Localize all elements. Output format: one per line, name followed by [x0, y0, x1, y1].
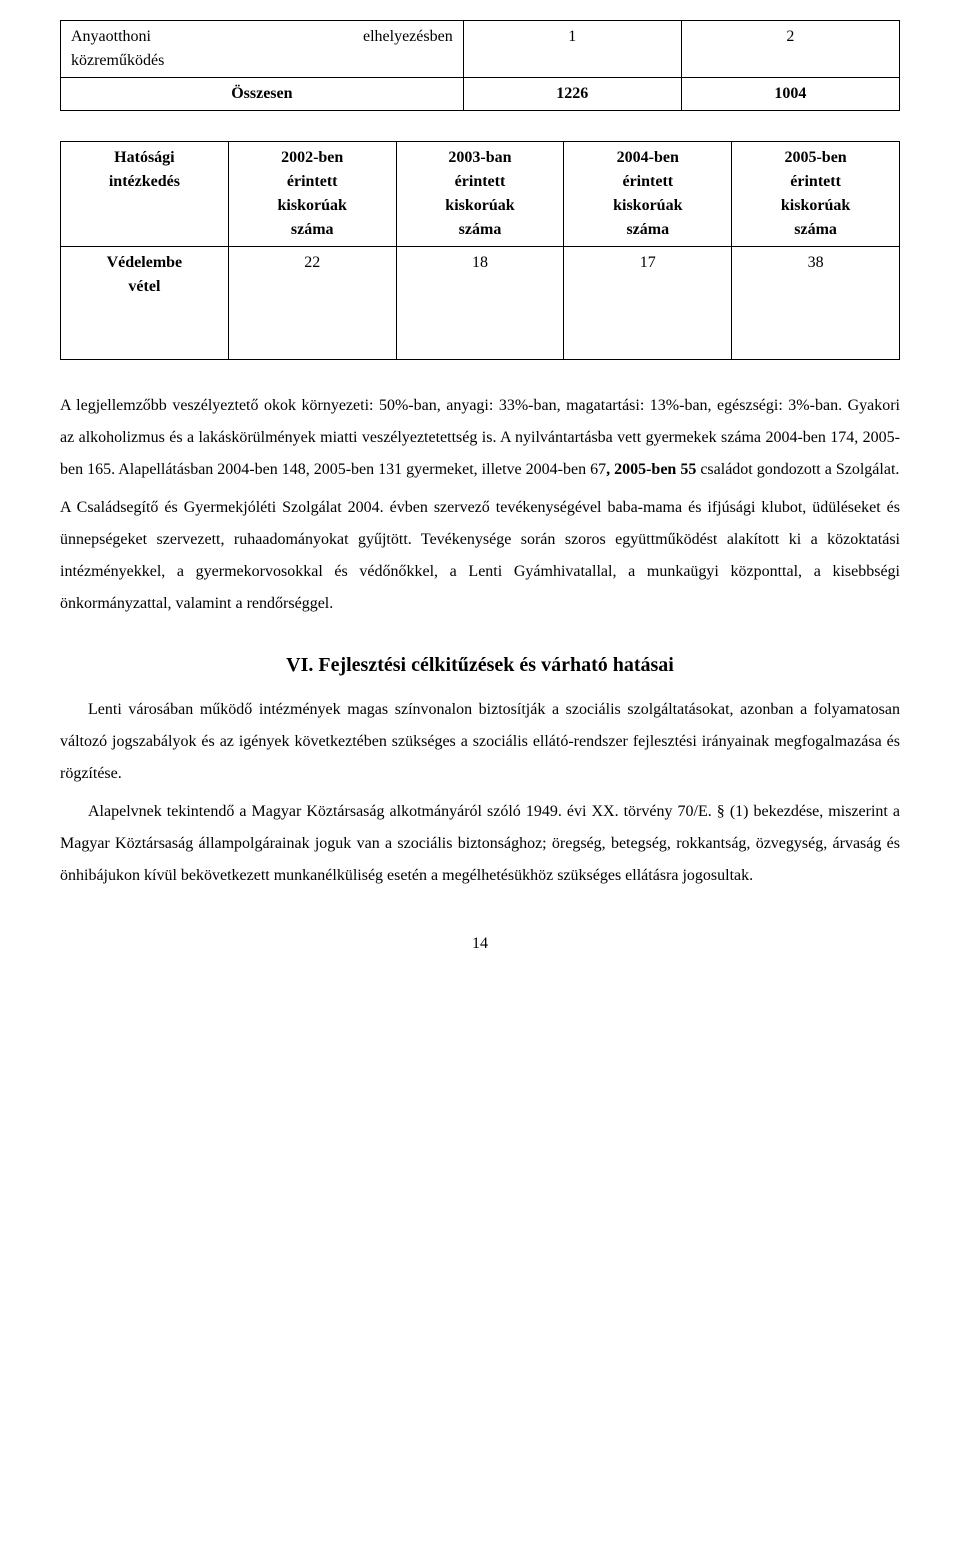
cell-label: Összesen	[61, 78, 464, 111]
header-text: 2005-ben	[742, 146, 889, 170]
table-hatosagi: Hatósági intézkedés 2002-ben érintett ki…	[60, 141, 900, 360]
cell-header: Hatósági intézkedés	[61, 142, 229, 247]
header-text: kiskorúak	[407, 194, 554, 218]
header-text: száma	[239, 218, 386, 242]
label-text: Anyaotthoni	[71, 25, 151, 49]
header-text: érintett	[239, 170, 386, 194]
table-row: Anyaotthoni elhelyezésben közreműködés 1…	[61, 21, 900, 78]
cell-header: 2004-ben érintett kiskorúak száma	[564, 142, 732, 247]
label-text: közreműködés	[71, 49, 453, 73]
label-text: elhelyezésben	[363, 25, 453, 49]
cell-label: Anyaotthoni elhelyezésben közreműködés	[61, 21, 464, 78]
paragraph: Lenti városában működő intézmények magas…	[60, 694, 900, 790]
cell-value: 1	[463, 21, 681, 78]
header-text: 2003-ban	[407, 146, 554, 170]
header-text: száma	[407, 218, 554, 242]
paragraph: Alapelvnek tekintendő a Magyar Köztársas…	[60, 796, 900, 892]
cell-value: 1004	[681, 78, 899, 111]
header-text: érintett	[407, 170, 554, 194]
header-text: száma	[574, 218, 721, 242]
header-text: kiskorúak	[742, 194, 889, 218]
cell-header: 2005-ben érintett kiskorúak száma	[732, 142, 900, 247]
paragraph: A legjellemzőbb veszélyeztető okok körny…	[60, 390, 900, 486]
para-bold: , 2005-ben 55	[606, 461, 696, 478]
table-anyaotthoni: Anyaotthoni elhelyezésben közreműködés 1…	[60, 20, 900, 111]
cell-label: Védelembe vétel	[61, 247, 229, 360]
header-text: kiskorúak	[574, 194, 721, 218]
table-row-total: Összesen 1226 1004	[61, 78, 900, 111]
label-line: Anyaotthoni elhelyezésben	[71, 25, 453, 49]
header-text: kiskorúak	[239, 194, 386, 218]
page-number: 14	[60, 932, 900, 956]
header-text: Hatósági	[71, 146, 218, 170]
cell-header: 2002-ben érintett kiskorúak száma	[228, 142, 396, 247]
cell-value: 2	[681, 21, 899, 78]
paragraph: A Családsegítő és Gyermekjóléti Szolgála…	[60, 492, 900, 620]
para-text: családot gondozott a Szolgálat.	[696, 461, 899, 478]
header-text: 2002-ben	[239, 146, 386, 170]
header-text: intézkedés	[71, 170, 218, 194]
label-text: Védelembe	[71, 251, 218, 275]
cell-header: 2003-ban érintett kiskorúak száma	[396, 142, 564, 247]
header-text: száma	[742, 218, 889, 242]
section-heading: VI. Fejlesztési célkitűzések és várható …	[60, 650, 900, 680]
table-header-row: Hatósági intézkedés 2002-ben érintett ki…	[61, 142, 900, 247]
header-text: érintett	[574, 170, 721, 194]
header-text: 2004-ben	[574, 146, 721, 170]
cell-value: 38	[732, 247, 900, 360]
cell-value: 17	[564, 247, 732, 360]
label-text: vétel	[71, 275, 218, 299]
cell-value: 22	[228, 247, 396, 360]
cell-value: 1226	[463, 78, 681, 111]
cell-value: 18	[396, 247, 564, 360]
header-text: érintett	[742, 170, 889, 194]
table-row: Védelembe vétel 22 18 17 38	[61, 247, 900, 360]
